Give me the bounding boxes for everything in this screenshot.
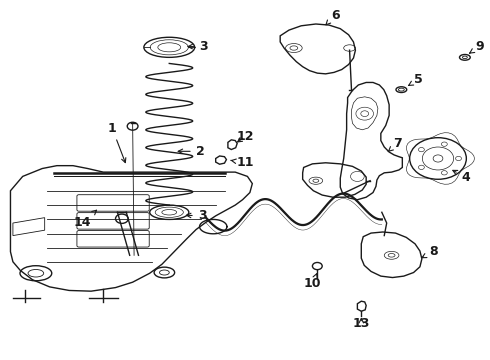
Text: 7: 7 bbox=[388, 137, 402, 152]
Text: 12: 12 bbox=[236, 130, 254, 144]
Text: 14: 14 bbox=[74, 210, 97, 229]
Text: 1: 1 bbox=[108, 122, 126, 163]
Text: 3: 3 bbox=[188, 40, 208, 53]
Text: 13: 13 bbox=[353, 317, 370, 330]
Text: 10: 10 bbox=[304, 274, 321, 291]
Text: 11: 11 bbox=[231, 156, 254, 169]
Text: 8: 8 bbox=[422, 245, 438, 258]
Text: 9: 9 bbox=[470, 40, 484, 53]
Text: 5: 5 bbox=[409, 73, 423, 86]
Text: 6: 6 bbox=[326, 9, 340, 25]
Text: 3: 3 bbox=[187, 210, 206, 222]
Text: 4: 4 bbox=[453, 170, 470, 184]
Text: 2: 2 bbox=[178, 145, 204, 158]
